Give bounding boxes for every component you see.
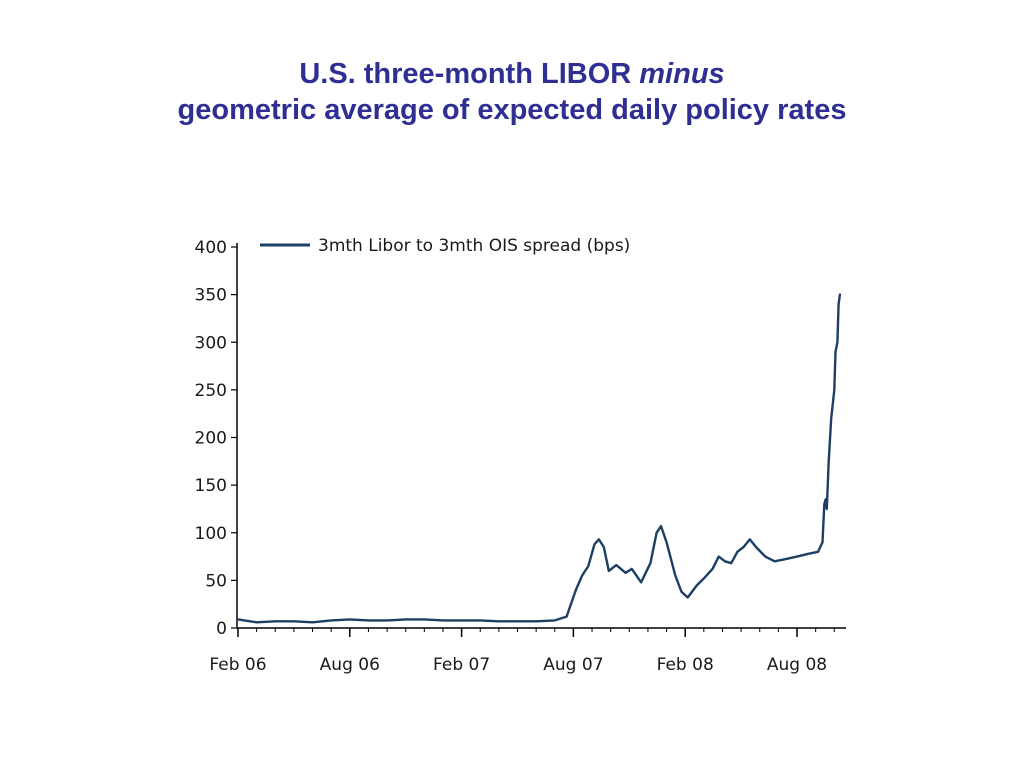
y-tick-label: 350 <box>195 286 227 306</box>
title-line-1: U.S. three-month LIBOR minus <box>0 56 1024 92</box>
y-tick-label: 100 <box>195 524 227 544</box>
y-tick-label: 200 <box>195 429 227 449</box>
x-tick-label: Aug 08 <box>767 655 827 675</box>
title-line-2: geometric average of expected daily poli… <box>177 94 847 126</box>
x-axis: Feb 06 Aug 06 Feb 07 Aug 07 Feb 08 Aug 08 <box>209 627 846 675</box>
x-tick-label: Feb 07 <box>433 655 490 675</box>
title-emphasis: minus <box>639 58 725 90</box>
x-tick-label: Feb 06 <box>209 655 266 675</box>
y-tick-label: 250 <box>195 381 227 401</box>
y-tick-label: 50 <box>205 571 227 591</box>
x-tick-label: Feb 08 <box>657 655 714 675</box>
legend: 3mth Libor to 3mth OIS spread (bps) <box>260 236 630 256</box>
title-line-1-prefix: U.S. three-month LIBOR <box>299 58 640 90</box>
x-tick-label: Aug 07 <box>543 655 603 675</box>
x-tick-label: Aug 06 <box>320 655 380 675</box>
plot-area <box>236 293 842 624</box>
legend-label: 3mth Libor to 3mth OIS spread (bps) <box>318 236 630 256</box>
y-tick-label: 0 <box>216 619 227 639</box>
y-tick-label: 300 <box>195 333 227 353</box>
y-tick-label: 150 <box>195 476 227 496</box>
y-axis: 0 50 100 150 200 250 300 350 400 <box>195 238 238 639</box>
chart-title: U.S. three-month LIBOR minus geometric a… <box>0 56 1024 128</box>
series-line <box>236 293 842 624</box>
y-tick-label: 400 <box>195 238 227 258</box>
